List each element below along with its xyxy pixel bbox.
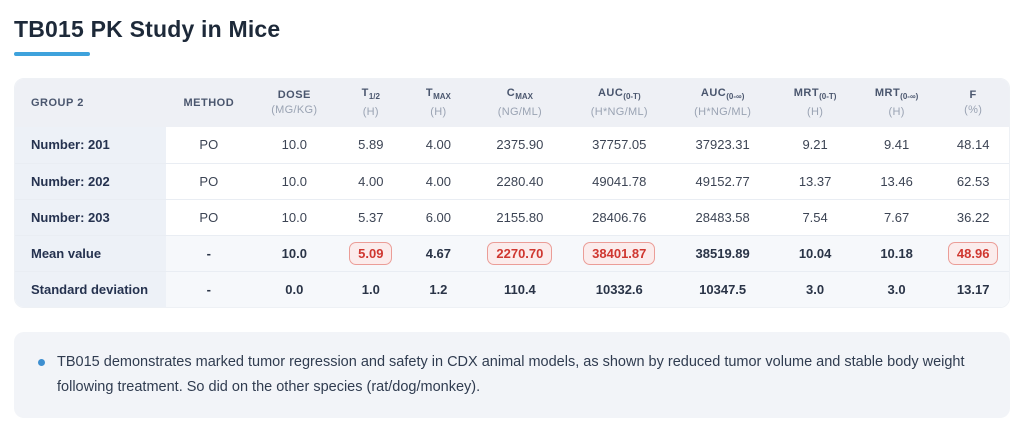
table-row: Standard deviation -0.0 1.0 1.2 110.4 10332.6… bbox=[15, 270, 1009, 307]
cell-method: - bbox=[166, 234, 252, 271]
cell-auc-0-t: 28406.76 bbox=[567, 198, 671, 235]
cell-t-max: 4.00 bbox=[404, 162, 473, 199]
cell-auc-0-inf: 49152.77 bbox=[670, 162, 775, 199]
column-header-t-max: TMAX (H) bbox=[404, 79, 473, 127]
cell-mrt-0-inf: 13.46 bbox=[855, 162, 938, 199]
cell-dose: 10.0 bbox=[251, 234, 338, 271]
cell-mrt-0-t: 9.21 bbox=[802, 137, 828, 153]
highlighted-value-badge: 38401.87 bbox=[583, 241, 656, 265]
cell-mrt-0-t: 3.0 bbox=[774, 270, 856, 307]
cell-c-max: 2280.40 bbox=[472, 162, 568, 199]
highlighted-value-badge: 48.96 bbox=[947, 241, 999, 265]
cell-dose: 0.0 bbox=[251, 270, 338, 307]
cell-auc-0-inf: 38519.89 bbox=[670, 234, 775, 271]
cell-mrt-0-inf: 10.18 bbox=[855, 234, 938, 271]
cell-auc-0-inf: 37923.31 bbox=[695, 137, 750, 153]
cell-c-max: 110.4 bbox=[472, 270, 568, 307]
row-label: Number: 201 bbox=[15, 127, 167, 163]
column-header-dose: DOSE (MG/KG) bbox=[251, 79, 338, 127]
cell-t-half: 5.37 bbox=[337, 198, 405, 235]
column-header-auc-0-inf: AUC(0-∞) (H*NG/ML) bbox=[670, 79, 775, 127]
cell-dose: 10.0 bbox=[281, 137, 307, 153]
column-header-mrt-0-inf: MRT(0-∞) (H) bbox=[855, 79, 938, 127]
column-header-mrt-0-t: MRT(0-T) (H) bbox=[774, 79, 856, 127]
cell-auc-0-t: 49041.78 bbox=[567, 162, 671, 199]
table-row: Number: 202 PO 10.0 4.00 4.00 2280.40 49041.78… bbox=[15, 162, 1009, 199]
page-header: TB015 PK Study in Mice bbox=[14, 16, 1010, 56]
highlighted-value-badge: 2270.70 bbox=[487, 241, 553, 265]
cell-t-half: 4.00 bbox=[337, 162, 405, 199]
pk-table-card: GROUP 2 METHOD DOSE (MG/KG) T1/2 (H) TMAX (H) CM… bbox=[14, 78, 1010, 308]
pk-table: GROUP 2 METHOD DOSE (MG/KG) T1/2 (H) TMAX (H) CM… bbox=[15, 79, 1009, 307]
title-accent-underline bbox=[14, 52, 90, 56]
column-header-c-max: CMAX (NG/ML) bbox=[472, 79, 568, 127]
cell-auc-0-t: 10332.6 bbox=[567, 270, 671, 307]
summary-note-text: TB015 demonstrates marked tumor regressi… bbox=[57, 354, 965, 395]
page-title: TB015 PK Study in Mice bbox=[14, 16, 281, 42]
column-header-f: F (%) bbox=[937, 79, 1009, 127]
row-label: Number: 202 bbox=[15, 162, 167, 199]
cell-c-max: 2375.90 bbox=[496, 137, 544, 153]
cell-mrt-0-inf: 3.0 bbox=[855, 270, 938, 307]
cell-t-max: 6.00 bbox=[404, 198, 473, 235]
cell-auc-0-t: 37757.05 bbox=[592, 137, 647, 153]
cell-method: PO bbox=[166, 198, 252, 235]
cell-f: 48.96 bbox=[937, 234, 1009, 271]
cell-method: PO bbox=[199, 137, 219, 153]
cell-mrt-0-t: 13.37 bbox=[774, 162, 856, 199]
row-label: Standard deviation bbox=[15, 270, 167, 307]
cell-c-max: 2155.80 bbox=[472, 198, 568, 235]
cell-f: 36.22 bbox=[937, 198, 1009, 235]
cell-f: 48.14 bbox=[956, 137, 990, 153]
cell-auc-0-inf: 10347.5 bbox=[670, 270, 775, 307]
cell-t-half: 5.09 bbox=[337, 234, 405, 271]
cell-f: 62.53 bbox=[937, 162, 1009, 199]
cell-dose: 10.0 bbox=[251, 198, 338, 235]
cell-auc-0-t: 38401.87 bbox=[567, 234, 671, 271]
cell-t-max: 4.00 bbox=[425, 137, 452, 153]
table-row: Number: 201 PO 10.0 5.89 4.00 2375.90 37757.05… bbox=[15, 127, 1009, 163]
cell-mrt-0-inf: 7.67 bbox=[855, 198, 938, 235]
column-header-method: METHOD bbox=[166, 79, 252, 127]
cell-t-max: 4.67 bbox=[404, 234, 473, 271]
cell-method: PO bbox=[166, 162, 252, 199]
table-row: Number: 203 PO 10.0 5.37 6.00 2155.80 28406.76… bbox=[15, 198, 1009, 235]
table-header-row: GROUP 2 METHOD DOSE (MG/KG) T1/2 (H) TMAX (H) CM… bbox=[15, 79, 1009, 127]
column-header-t-half: T1/2 (H) bbox=[337, 79, 405, 127]
cell-auc-0-inf: 28483.58 bbox=[670, 198, 775, 235]
cell-t-half: 5.89 bbox=[358, 137, 384, 153]
table-row: Mean value -10.0 5.09 4.67 2270.70 38401.87 38… bbox=[15, 234, 1009, 271]
bullet-dot-icon bbox=[38, 359, 45, 366]
cell-c-max: 2270.70 bbox=[472, 234, 568, 271]
row-label: Number: 203 bbox=[15, 198, 167, 235]
highlighted-value-badge: 5.09 bbox=[349, 241, 393, 265]
cell-mrt-0-inf: 9.41 bbox=[883, 137, 910, 153]
cell-t-max: 1.2 bbox=[404, 270, 473, 307]
cell-f: 13.17 bbox=[937, 270, 1009, 307]
cell-mrt-0-t: 10.04 bbox=[774, 234, 856, 271]
column-header-auc-0-t: AUC(0-T) (H*NG/ML) bbox=[567, 79, 671, 127]
cell-method: - bbox=[166, 270, 252, 307]
cell-dose: 10.0 bbox=[251, 162, 338, 199]
cell-t-half: 1.0 bbox=[337, 270, 405, 307]
column-header-group: GROUP 2 bbox=[15, 79, 167, 127]
cell-mrt-0-t: 7.54 bbox=[774, 198, 856, 235]
row-label: Mean value bbox=[15, 234, 167, 271]
summary-note: TB015 demonstrates marked tumor regressi… bbox=[14, 332, 1010, 418]
